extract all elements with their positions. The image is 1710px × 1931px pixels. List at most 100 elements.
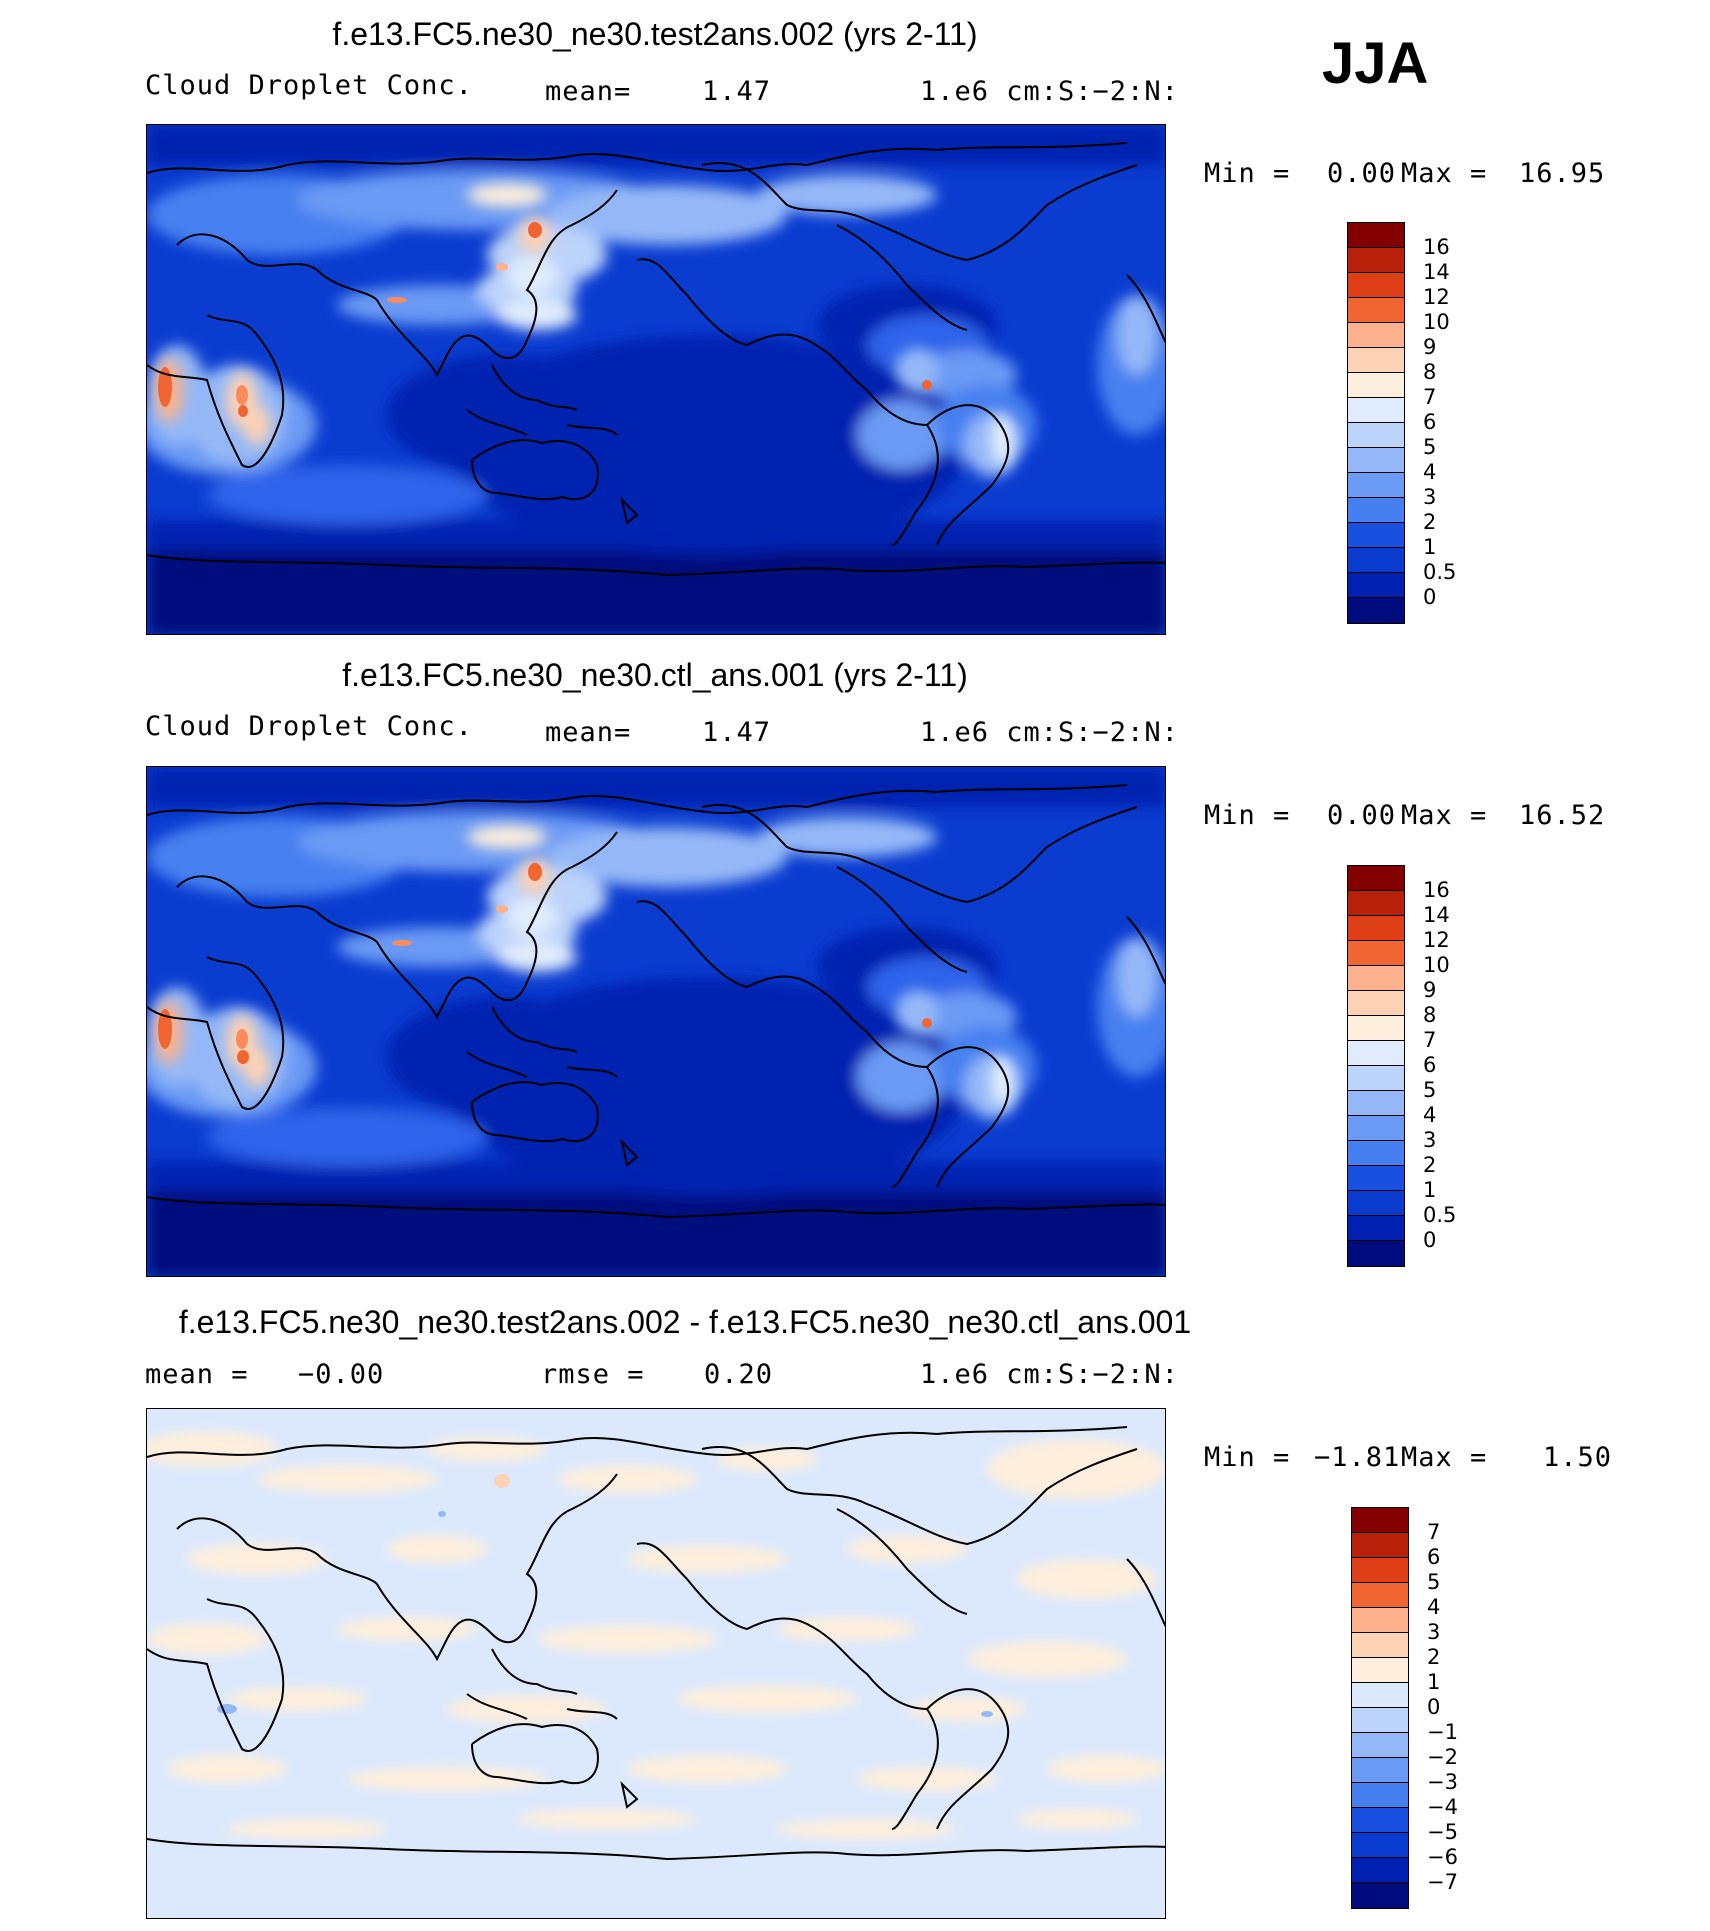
- colorbar-cell: [1348, 348, 1404, 373]
- panel-2-min-value: 0.00: [1327, 800, 1397, 831]
- panel-2-title: f.e13.FC5.ne30_ne30.ctl_ans.001 (yrs 2-1…: [342, 657, 968, 693]
- panel-1-max-value: 16.95: [1519, 158, 1606, 189]
- colorbar-cell: [1348, 1216, 1404, 1241]
- colorbar-tick-label: 1: [1423, 1178, 1437, 1202]
- colorbar-cell: [1348, 1141, 1404, 1166]
- colorbar-cell: [1352, 1733, 1408, 1758]
- colorbar-cell: [1348, 941, 1404, 966]
- panel-1-mean-label: mean=: [545, 76, 632, 107]
- colorbar-tick-label: 5: [1423, 1078, 1437, 1102]
- colorbar-cell: [1348, 991, 1404, 1016]
- panel-2-max-label: Max =: [1401, 800, 1488, 831]
- colorbar-cell: [1352, 1883, 1408, 1908]
- panel-3-rmse-label: rmse =: [541, 1359, 645, 1390]
- colorbar-cell: [1348, 523, 1404, 548]
- colorbar-cell: [1348, 273, 1404, 298]
- colorbar-cell: [1348, 548, 1404, 573]
- season-label: JJA: [1322, 31, 1429, 96]
- colorbar-tick-label: −7: [1427, 1870, 1458, 1894]
- colorbar-cell: [1348, 1191, 1404, 1216]
- colorbar-cell: [1352, 1808, 1408, 1833]
- colorbar-tick-label: 2: [1423, 1153, 1437, 1177]
- colorbar-cell: [1352, 1858, 1408, 1883]
- colorbar-tick-label: 2: [1427, 1645, 1441, 1669]
- colorbar-cell: [1352, 1508, 1408, 1533]
- colorbar-tick-label: 0.5: [1423, 1203, 1457, 1227]
- panel-2-field-label: Cloud Droplet Conc.: [145, 711, 473, 742]
- colorbar-tick-label: −2: [1427, 1745, 1458, 1769]
- colorbar-tick-label: 6: [1423, 410, 1437, 434]
- panel-1-min-value: 0.00: [1327, 158, 1397, 189]
- panel-1-max-label: Max =: [1401, 158, 1488, 189]
- panel-2-min-label: Min =: [1204, 800, 1291, 831]
- panel-3-max-value: 1.50: [1543, 1442, 1613, 1473]
- colorbar-cell: [1348, 1166, 1404, 1191]
- colorbar-tick-label: 3: [1423, 485, 1437, 509]
- colorbar-cell: [1348, 448, 1404, 473]
- panel-3-units: 1.e6 cm:S:−2:N:: [920, 1359, 1179, 1390]
- panel-2-colorbar: [1347, 865, 1405, 1267]
- colorbar-tick-label: 3: [1427, 1620, 1441, 1644]
- colorbar-tick-label: 2: [1423, 510, 1437, 534]
- colorbar-tick-label: 3: [1423, 1128, 1437, 1152]
- colorbar-cell: [1352, 1608, 1408, 1633]
- colorbar-cell: [1348, 1241, 1404, 1266]
- colorbar-tick-label: 0: [1427, 1695, 1441, 1719]
- colorbar-tick-label: 4: [1423, 1103, 1437, 1127]
- colorbar-cell: [1352, 1658, 1408, 1683]
- panel-2-units: 1.e6 cm:S:−2:N:: [920, 717, 1179, 748]
- colorbar-cell: [1348, 248, 1404, 273]
- colorbar-cell: [1348, 398, 1404, 423]
- colorbar-tick-label: 16: [1423, 235, 1450, 259]
- panel-1-min-label: Min =: [1204, 158, 1291, 189]
- colorbar-tick-label: 10: [1423, 953, 1450, 977]
- colorbar-tick-label: 1: [1427, 1670, 1441, 1694]
- panel-1-map: [146, 124, 1166, 635]
- colorbar-tick-label: 6: [1427, 1545, 1441, 1569]
- colorbar-cell: [1348, 223, 1404, 248]
- colorbar-tick-label: 7: [1423, 1028, 1437, 1052]
- colorbar-cell: [1348, 916, 1404, 941]
- colorbar-cell: [1348, 966, 1404, 991]
- colorbar-cell: [1348, 866, 1404, 891]
- colorbar-tick-label: 9: [1423, 335, 1437, 359]
- panel-1-colorbar: [1347, 222, 1405, 624]
- colorbar-cell: [1352, 1833, 1408, 1858]
- colorbar-tick-label: 16: [1423, 878, 1450, 902]
- colorbar-tick-label: 0: [1423, 585, 1437, 609]
- colorbar-tick-label: 7: [1423, 385, 1437, 409]
- panel-3-mean-value: −0.00: [298, 1359, 385, 1390]
- colorbar-tick-label: 12: [1423, 928, 1450, 952]
- colorbar-tick-label: 7: [1427, 1520, 1441, 1544]
- colorbar-cell: [1352, 1683, 1408, 1708]
- panel-3-min-label: Min =: [1204, 1442, 1291, 1473]
- colorbar-tick-label: 5: [1427, 1570, 1441, 1594]
- colorbar-cell: [1348, 298, 1404, 323]
- colorbar-tick-label: 0.5: [1423, 560, 1457, 584]
- colorbar-tick-label: −3: [1427, 1770, 1458, 1794]
- colorbar-cell: [1352, 1583, 1408, 1608]
- colorbar-tick-label: 14: [1423, 903, 1450, 927]
- colorbar-cell: [1348, 423, 1404, 448]
- panel-2-max-value: 16.52: [1519, 800, 1606, 831]
- panel-3-mean-label: mean =: [145, 1359, 249, 1390]
- colorbar-tick-label: 0: [1423, 1228, 1437, 1252]
- colorbar-tick-label: −4: [1427, 1795, 1458, 1819]
- colorbar-cell: [1352, 1633, 1408, 1658]
- panel-1-title: f.e13.FC5.ne30_ne30.test2ans.002 (yrs 2-…: [332, 16, 978, 52]
- colorbar-cell: [1348, 573, 1404, 598]
- colorbar-cell: [1348, 373, 1404, 398]
- colorbar-cell: [1348, 891, 1404, 916]
- colorbar-cell: [1352, 1558, 1408, 1583]
- colorbar-cell: [1348, 598, 1404, 623]
- colorbar-cell: [1348, 498, 1404, 523]
- colorbar-tick-label: 4: [1423, 460, 1437, 484]
- panel-1-field-label: Cloud Droplet Conc.: [145, 70, 473, 101]
- colorbar-cell: [1348, 1041, 1404, 1066]
- colorbar-cell: [1348, 1091, 1404, 1116]
- colorbar-tick-label: 8: [1423, 360, 1437, 384]
- colorbar-cell: [1352, 1533, 1408, 1558]
- colorbar-tick-label: −1: [1427, 1720, 1458, 1744]
- panel-2-mean-value: 1.47: [702, 717, 772, 748]
- colorbar-tick-label: −6: [1427, 1845, 1458, 1869]
